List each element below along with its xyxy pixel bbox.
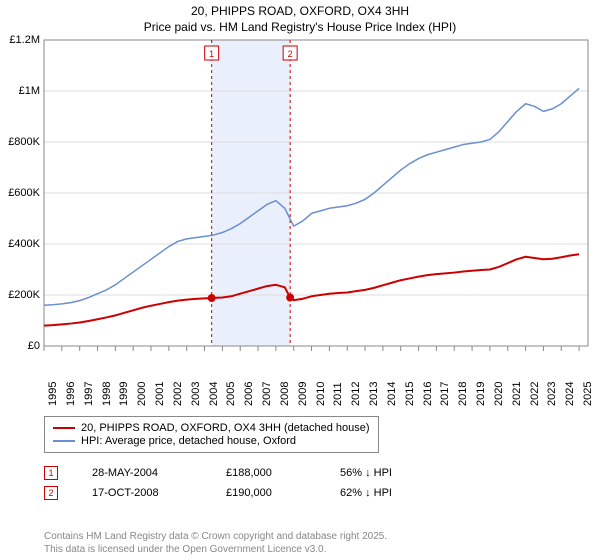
- chart-title-block: 20, PHIPPS ROAD, OXFORD, OX4 3HH Price p…: [0, 0, 600, 35]
- x-tick-label: 2000: [136, 382, 148, 406]
- x-tick-label: 2006: [243, 382, 255, 406]
- x-tick-label: 1995: [47, 382, 59, 406]
- marker-date: 17-OCT-2008: [92, 487, 192, 499]
- x-tick-label: 2016: [422, 382, 434, 406]
- line-chart-svg: 12: [0, 36, 600, 366]
- legend-label: HPI: Average price, detached house, Oxfo…: [81, 435, 296, 447]
- x-tick-label: 1998: [101, 382, 113, 406]
- x-tick-label: 2001: [154, 382, 166, 406]
- title-line-2: Price paid vs. HM Land Registry's House …: [0, 20, 600, 36]
- marker-delta: 56% ↓ HPI: [340, 467, 392, 479]
- legend-swatch: [53, 427, 75, 429]
- legend-label: 20, PHIPPS ROAD, OXFORD, OX4 3HH (detach…: [81, 422, 370, 434]
- marker-row: 1 28-MAY-2004 £188,000 56% ↓ HPI: [44, 466, 392, 480]
- x-axis: 1995 1996 1997 1998 1999 2000 2001 2002 2003 2004…: [44, 366, 588, 412]
- x-tick-label: 2019: [475, 382, 487, 406]
- x-tick-label: 2018: [457, 382, 469, 406]
- x-tick-label: 1996: [65, 382, 77, 406]
- x-tick-label: 2005: [225, 382, 237, 406]
- x-tick-label: 2011: [332, 382, 344, 406]
- marker-row: 2 17-OCT-2008 £190,000 62% ↓ HPI: [44, 486, 392, 500]
- legend-row: 20, PHIPPS ROAD, OXFORD, OX4 3HH (detach…: [53, 422, 370, 434]
- attribution: Contains HM Land Registry data © Crown c…: [44, 530, 387, 556]
- svg-text:1: 1: [209, 49, 214, 59]
- x-tick-label: 2025: [582, 382, 594, 406]
- legend-swatch: [53, 440, 75, 442]
- x-tick-label: 2013: [368, 382, 380, 406]
- x-tick-label: 2002: [172, 382, 184, 406]
- x-tick-label: 2021: [511, 382, 523, 406]
- title-line-1: 20, PHIPPS ROAD, OXFORD, OX4 3HH: [0, 4, 600, 20]
- x-tick-label: 2007: [261, 382, 273, 406]
- x-tick-label: 2017: [439, 382, 451, 406]
- marker-number-box: 1: [44, 466, 58, 480]
- x-tick-label: 2015: [404, 382, 416, 406]
- chart-area: 12: [0, 36, 600, 366]
- marker-date: 28-MAY-2004: [92, 467, 192, 479]
- marker-delta: 62% ↓ HPI: [340, 487, 392, 499]
- marker-table: 1 28-MAY-2004 £188,000 56% ↓ HPI 2 17-OCT-200…: [44, 460, 392, 506]
- legend: 20, PHIPPS ROAD, OXFORD, OX4 3HH (detach…: [44, 416, 379, 453]
- x-tick-label: 2024: [564, 382, 576, 406]
- legend-row: HPI: Average price, detached house, Oxfo…: [53, 435, 370, 447]
- x-tick-label: 2023: [546, 382, 558, 406]
- attribution-line-1: Contains HM Land Registry data © Crown c…: [44, 530, 387, 543]
- x-tick-label: 2014: [386, 382, 398, 406]
- marker-price: £190,000: [226, 487, 306, 499]
- x-tick-label: 2022: [529, 382, 541, 406]
- attribution-line-2: This data is licensed under the Open Gov…: [44, 543, 387, 556]
- x-tick-label: 2012: [350, 382, 362, 406]
- x-tick-label: 1997: [83, 382, 95, 406]
- x-tick-label: 1999: [118, 382, 130, 406]
- x-tick-label: 2010: [315, 382, 327, 406]
- x-tick-label: 2020: [493, 382, 505, 406]
- marker-number-box: 2: [44, 486, 58, 500]
- x-tick-label: 2003: [190, 382, 202, 406]
- svg-text:2: 2: [288, 49, 293, 59]
- x-tick-label: 2009: [297, 382, 309, 406]
- x-tick-label: 2008: [279, 382, 291, 406]
- x-tick-label: 2004: [208, 382, 220, 406]
- marker-price: £188,000: [226, 467, 306, 479]
